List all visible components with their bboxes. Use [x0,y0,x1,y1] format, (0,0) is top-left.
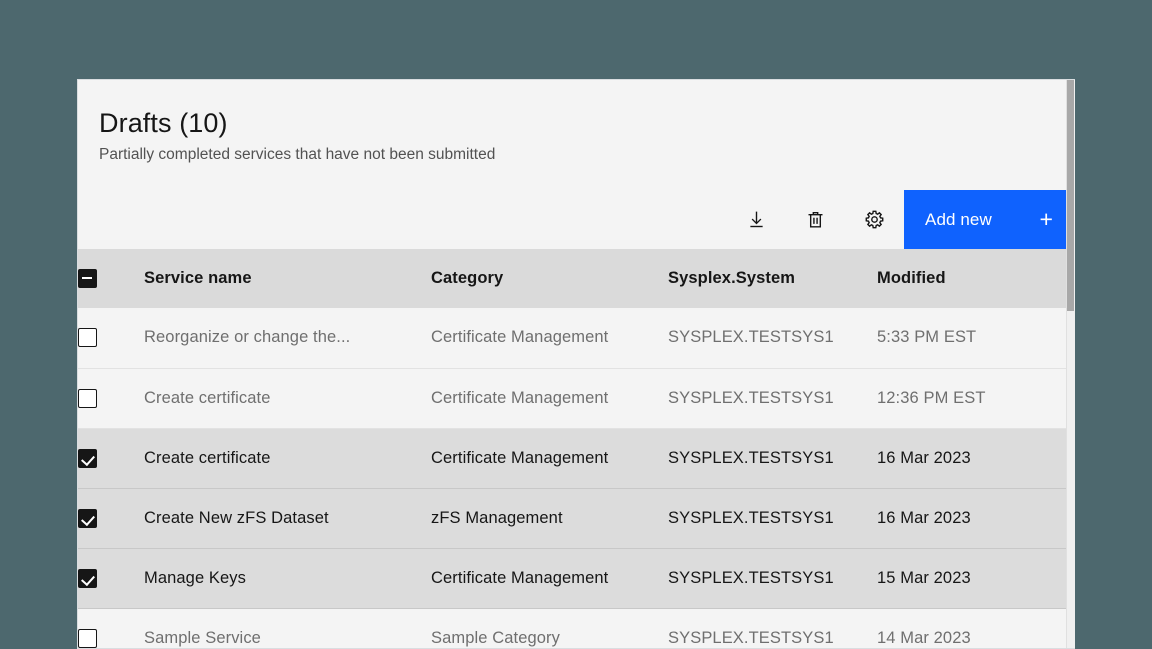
table-row[interactable]: Reorganize or change the... Certificate M… [78,308,1075,368]
add-new-button[interactable]: Add new + [904,190,1075,249]
column-header-sysplex[interactable]: Sysplex.System [668,269,796,287]
cell-category: Sample Category [431,628,560,647]
table-body: Reorganize or change the... Certificate M… [78,308,1075,648]
table-header-row: Service name Category Sysplex.System Mod… [78,249,1075,308]
cell-category: Certificate Management [431,388,609,407]
page-title: Drafts (10) [99,108,228,138]
table-row[interactable]: Create certificate Certificate Management… [78,428,1075,488]
gear-icon [864,209,885,230]
table-toolbar: Add new + [78,190,1075,249]
delete-button[interactable] [786,190,845,249]
column-header-modified[interactable]: Modified [877,269,946,287]
row-checkbox[interactable] [78,628,97,648]
cell-sysplex: SYSPLEX.TESTSYS1 [668,628,834,647]
cell-category: zFS Management [431,508,563,527]
cell-modified: 16 Mar 2023 [877,508,971,527]
cell-modified: 5:33 PM EST [877,328,977,347]
cell-sysplex: SYSPLEX.TESTSYS1 [668,568,834,587]
cell-service-name: Reorganize or change the... [144,328,351,347]
cell-category: Certificate Management [431,568,609,587]
table-header: Service name Category Sysplex.System Mod… [78,249,1075,308]
row-select-cell [78,308,144,368]
plus-icon: + [1039,206,1053,232]
column-header-name[interactable]: Service name [144,269,252,287]
panel-header: Drafts (10) Partially completed services… [78,80,1075,190]
select-all-checkbox[interactable] [78,269,97,288]
cell-sysplex: SYSPLEX.TESTSYS1 [668,448,834,467]
cell-service-name: Create certificate [144,388,271,407]
drafts-panel: Drafts (10) Partially completed services… [77,79,1075,649]
cell-service-name: Create certificate [144,448,271,467]
vertical-scrollbar[interactable] [1066,80,1075,648]
trash-icon [805,209,826,230]
row-select-cell [78,488,144,548]
row-select-cell [78,428,144,488]
cell-modified: 15 Mar 2023 [877,568,971,587]
download-icon [746,209,767,230]
scrollbar-thumb[interactable] [1067,80,1074,311]
cell-service-name: Create New zFS Dataset [144,508,329,527]
row-select-cell [78,608,144,648]
row-checkbox[interactable] [78,388,97,408]
cell-modified: 12:36 PM EST [877,388,986,407]
add-new-label: Add new [925,209,992,229]
table-row[interactable]: Create New zFS Dataset zFS Management SYSP… [78,488,1075,548]
column-header-category[interactable]: Category [431,269,504,287]
settings-button[interactable] [845,190,904,249]
cell-modified: 14 Mar 2023 [877,628,971,647]
table-row[interactable]: Manage Keys Certificate Management SYSPLEX… [78,548,1075,608]
cell-sysplex: SYSPLEX.TESTSYS1 [668,328,834,347]
cell-service-name: Sample Service [144,628,261,647]
row-checkbox[interactable] [78,568,97,588]
drafts-table: Service name Category Sysplex.System Mod… [78,249,1075,648]
cell-category: Certificate Management [431,448,609,467]
page-subtitle: Partially completed services that have n… [99,146,496,163]
row-checkbox[interactable] [78,508,97,528]
select-all-cell [78,249,144,308]
cell-category: Certificate Management [431,328,609,347]
row-checkbox[interactable] [78,448,97,468]
download-button[interactable] [727,190,786,249]
row-select-cell [78,548,144,608]
cell-modified: 16 Mar 2023 [877,448,971,467]
row-select-cell [78,368,144,428]
table-row[interactable]: Sample Service Sample Category SYSPLEX.TES… [78,608,1075,648]
cell-service-name: Manage Keys [144,568,246,587]
cell-sysplex: SYSPLEX.TESTSYS1 [668,508,834,527]
cell-sysplex: SYSPLEX.TESTSYS1 [668,388,834,407]
row-checkbox[interactable] [78,328,97,348]
table-row[interactable]: Create certificate Certificate Management… [78,368,1075,428]
